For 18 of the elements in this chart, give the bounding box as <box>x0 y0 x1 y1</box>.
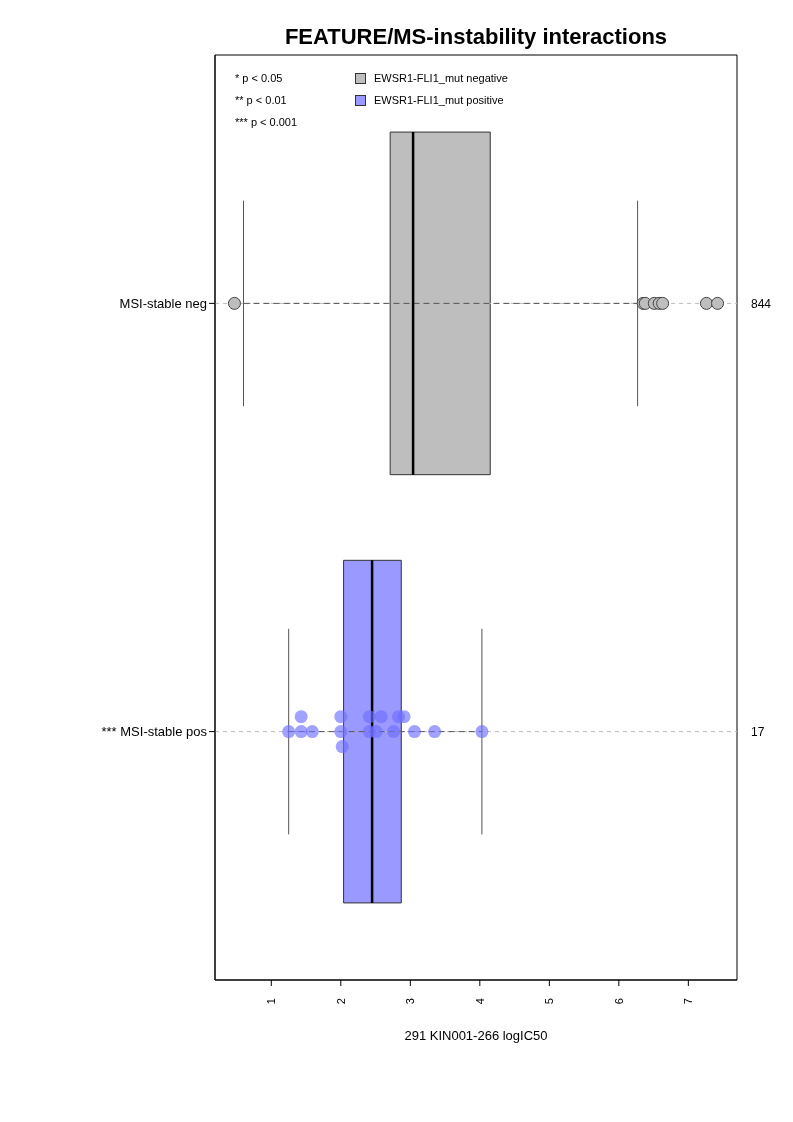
x-tick-label: 6 <box>612 998 625 1005</box>
x-tick-label: 5 <box>543 998 556 1005</box>
x-tick-label: 2 <box>334 998 347 1005</box>
annotation: ** p < 0.01 <box>235 93 288 108</box>
legend-label: EWSR1-FLI1_mut negative <box>374 71 508 86</box>
legend-label: EWSR1-FLI1_mut positive <box>374 93 504 108</box>
x-tick-label: 4 <box>473 998 486 1005</box>
x-tick-label: 3 <box>404 998 417 1005</box>
text: 844 <box>751 296 772 311</box>
x-tick-label: 7 <box>682 998 695 1005</box>
annotation: * p < 0.05 <box>235 71 284 86</box>
y-tick-label: MSI-stable neg <box>119 295 207 311</box>
x-axis-title: 291 KIN001-266 logIC50 <box>404 1028 548 1043</box>
annotation: *** p < 0.001 <box>235 115 298 130</box>
text: 17 <box>751 724 765 739</box>
chart-title: FEATURE/MS-instability interactions <box>283 24 669 50</box>
x-tick-label: 1 <box>265 998 278 1005</box>
y-tick-label: *** MSI-stable pos <box>101 724 208 740</box>
